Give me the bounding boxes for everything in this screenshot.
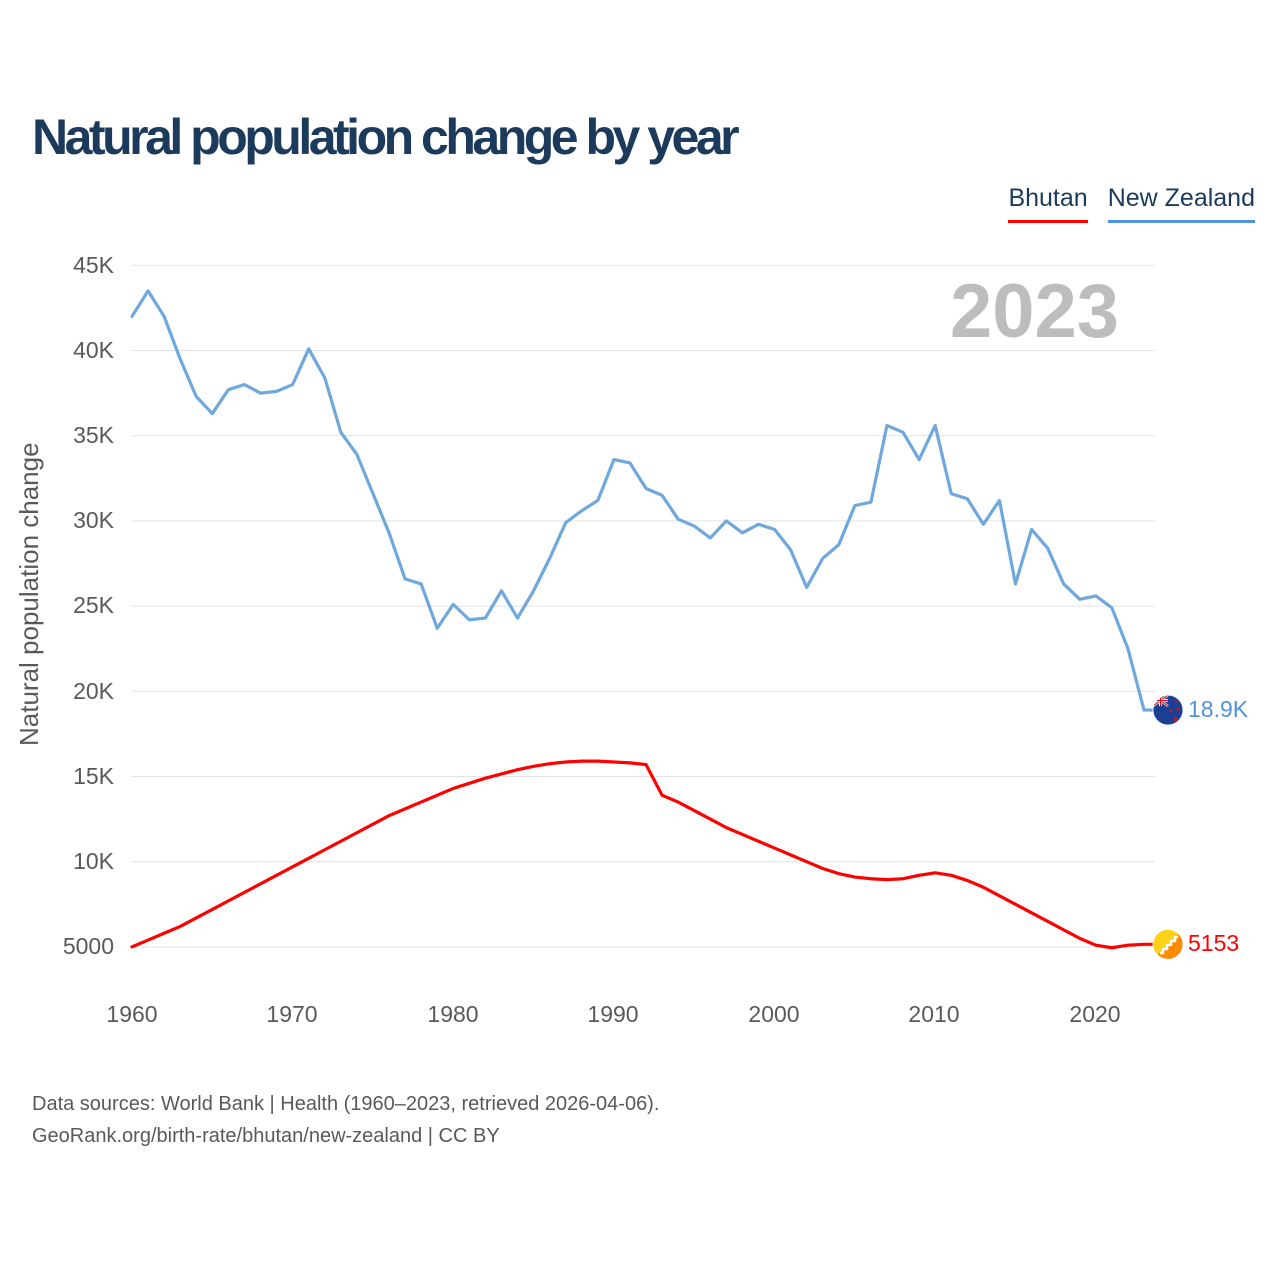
svg-text:2000: 2000 [748,1001,799,1027]
svg-text:2020: 2020 [1069,1001,1120,1027]
svg-text:2010: 2010 [908,1001,959,1027]
svg-text:30K: 30K [73,507,115,533]
svg-text:10K: 10K [73,848,115,874]
svg-text:1980: 1980 [427,1001,478,1027]
svg-text:45K: 45K [73,252,115,278]
svg-text:1990: 1990 [587,1001,638,1027]
svg-text:5000: 5000 [63,933,114,959]
svg-text:35K: 35K [73,422,115,448]
svg-text:25K: 25K [73,592,115,618]
svg-text:1970: 1970 [266,1001,317,1027]
svg-text:1960: 1960 [106,1001,157,1027]
svg-text:20K: 20K [73,678,115,704]
svg-text:15K: 15K [73,763,115,789]
svg-text:40K: 40K [73,337,115,363]
